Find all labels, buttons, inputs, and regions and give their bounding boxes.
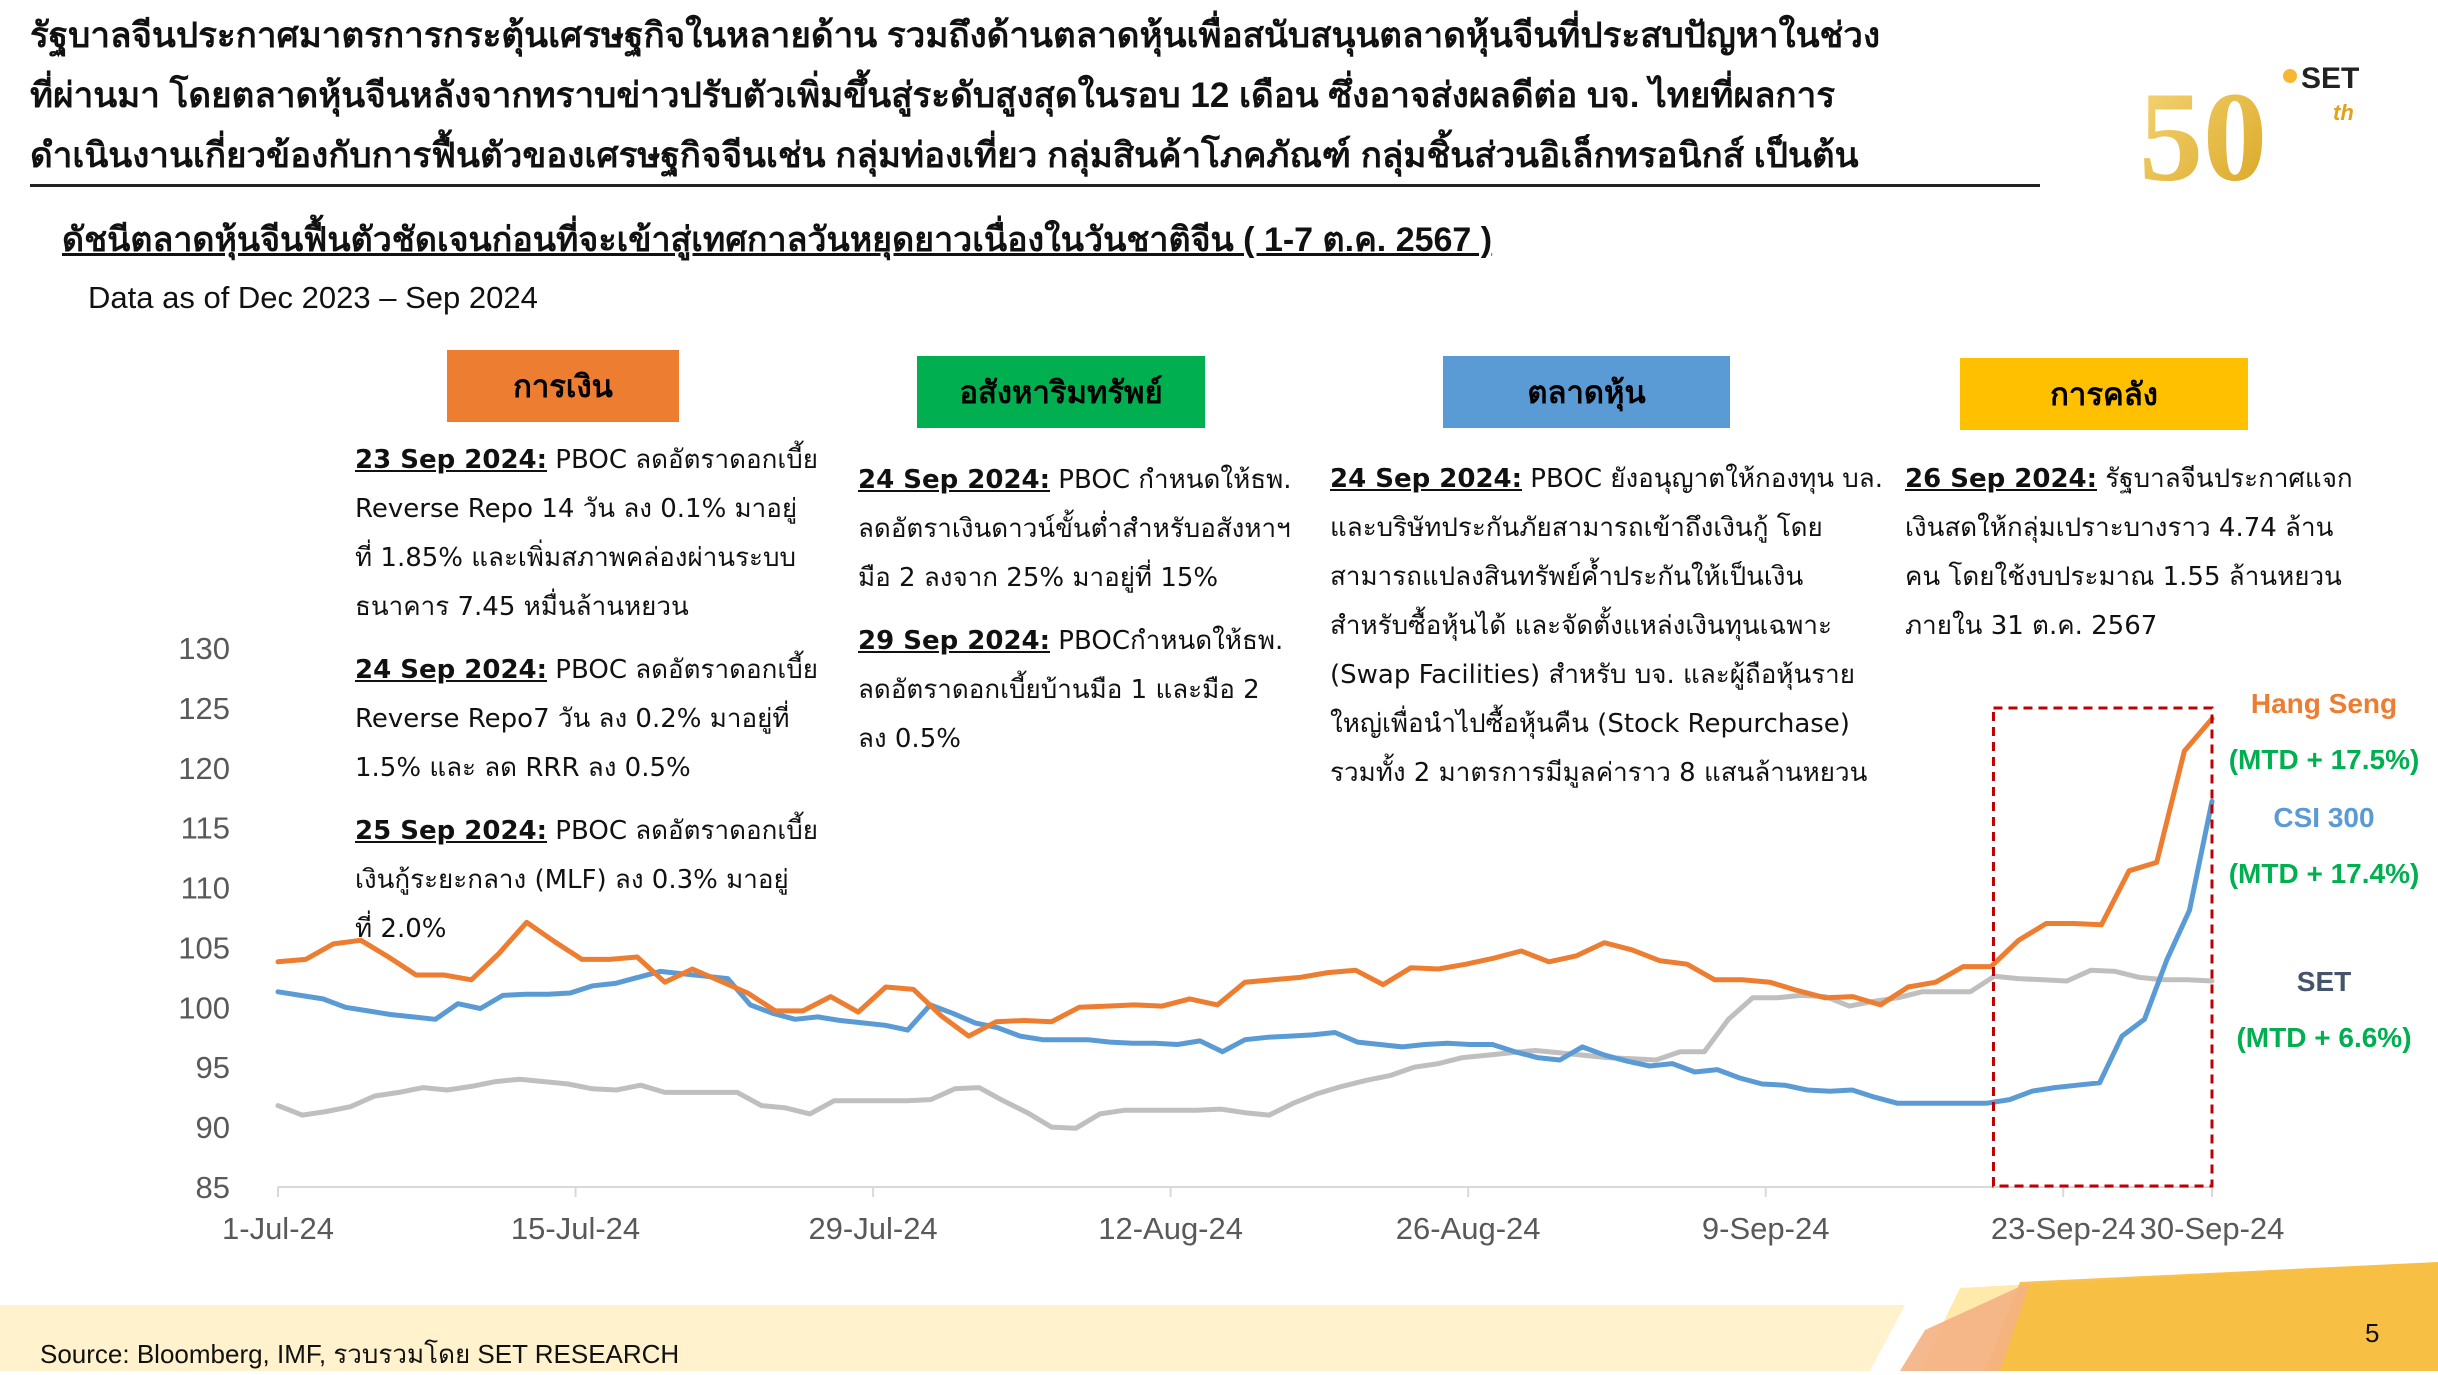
note-line: เงินสดให้กลุ่มเปราะบางราว 4.74 ล้าน [1905,513,2334,543]
tag-finance: การเงิน [447,350,679,422]
headline-divider [30,184,2040,187]
note-line: ธนาคาร 7.45 หมื่นล้านหยวน [355,592,689,622]
x-tick-label: 1-Jul-24 [222,1211,334,1246]
note-line: มือ 2 ลงจาก 25% มาอยู่ที่ 15% [858,563,1219,593]
note-line: PBOC ยังอนุญาตให้กองทุน บล. [1522,464,1883,494]
y-tick-label: 125 [178,691,230,726]
tag-fiscal-label: การคลัง [2050,377,2158,412]
note-line: และบริษัทประกันภัยสามารถเข้าถึงเงินกู้ โ… [1330,513,1823,543]
note-line: PBOC ลดอัตราดอกเบี้ย [547,655,818,685]
label-set-mtd: (MTD + 6.6%) [2236,1022,2412,1053]
note-line: ที่ 1.85% และเพิ่มสภาพคล่องผ่านระบบ [355,543,797,573]
note-line: PBOC กำหนดให้ธพ. [1050,465,1292,495]
label-hang-seng: Hang Seng [2250,688,2398,719]
y-tick-label: 85 [196,1170,230,1205]
label-set: SET [2296,966,2352,997]
series-line-csi-300 [275,798,2215,1106]
note-line: ภายใน 31 ต.ค. 2567 [1905,611,2158,641]
note-line: (Swap Facilities) สำหรับ บจ. และผู้ถือหุ… [1330,660,1856,690]
note-line: ที่ 2.0% [355,914,447,944]
y-tick-label: 105 [178,930,230,965]
note-item: 26 Sep 2024: รัฐบาลจีนประกาศแจก [1905,455,2365,504]
note-date: 24 Sep 2024: [1330,464,1523,494]
label-csi-300-mtd: (MTD + 17.4%) [2228,858,2420,889]
note-date: 25 Sep 2024: [355,816,548,846]
x-tick-label: 26-Aug-24 [1396,1211,1541,1246]
y-tick-label: 95 [196,1050,230,1085]
logo-brand: SET [2301,62,2359,95]
property-notes: 24 Sep 2024: PBOC กำหนดให้ธพ. ลดอัตราเงิ… [858,456,1308,764]
note-line: ลดอัตราดอกเบี้ยบ้านมือ 1 และมือ 2 [858,675,1260,705]
x-tick-label: 15-Jul-24 [511,1211,640,1246]
page-number: 5 [2365,1318,2380,1348]
x-tick-label: 9-Sep-24 [1702,1211,1830,1246]
note-line: เงินกู้ระยะกลาง (MLF) ลง 0.3% มาอยู่ [355,865,789,895]
note-line: รวมทั้ง 2 มาตรการมีมูลค่าราว 8 แสนล้านหย… [1330,758,1868,788]
headline: รัฐบาลจีนประกาศมาตรการกระตุ้นเศรษฐกิจในห… [30,6,2080,186]
note-item: 25 Sep 2024: PBOC ลดอัตราดอกเบี้ย [355,807,825,856]
headline-line-2: ที่ผ่านมา โดยตลาดหุ้นจีนหลังจากทราบข่าวป… [30,76,1836,115]
stock-market-notes: 24 Sep 2024: PBOC ยังอนุญาตให้กองทุน บล.… [1330,455,1890,798]
logo-number: 50 [2139,66,2267,188]
y-tick-label: 110 [181,871,230,906]
note-line: 1.5% และ ลด RRR ลง 0.5% [355,753,691,783]
data-as-of: Data as of Dec 2023 – Sep 2024 [88,280,538,315]
note-line: ลดอัตราเงินดาวน์ขั้นต่ำสำหรับอสังหาฯ [858,514,1291,544]
tag-fiscal: การคลัง [1960,358,2248,430]
x-tick-label: 29-Jul-24 [808,1211,937,1246]
note-line: คน โดยใช้งบประมาณ 1.55 ล้านหยวน [1905,562,2342,592]
set-50th-logo: 50 SET th [2139,62,2359,188]
x-tick-label: 23-Sep-24 [1991,1211,2136,1246]
y-tick-label: 120 [178,751,230,786]
y-tick-label: 115 [181,811,230,846]
note-item: 24 Sep 2024: PBOC ลดอัตราดอกเบี้ย [355,646,825,695]
note-line: PBOCกำหนดให้ธพ. [1050,626,1284,656]
note-line: รัฐบาลจีนประกาศแจก [2097,464,2353,494]
tag-stock-market-label: ตลาดหุ้น [1527,375,1646,410]
note-line: Reverse Repo 14 วัน ลง 0.1% มาอยู่ [355,494,798,524]
source-note: Source: Bloomberg, IMF, รวบรวมโดย SET RE… [40,1339,680,1369]
y-tick-label: 100 [178,990,230,1025]
note-line: ใหญ่เพื่อนำไปซื้อหุ้นคืน (Stock Repurcha… [1330,709,1850,739]
note-line: สำหรับซื้อหุ้นได้ และจัดตั้งแหล่งเงินทุน… [1330,611,1832,641]
x-tick-label: 30-Sep-24 [2140,1211,2285,1246]
note-date: 23 Sep 2024: [355,445,548,475]
chart-subtitle: ดัชนีตลาดหุ้นจีนฟื้นตัวชัดเจนก่อนที่จะเข… [62,221,1493,259]
note-item: 29 Sep 2024: PBOCกำหนดให้ธพ. [858,617,1308,666]
headline-line-1: รัฐบาลจีนประกาศมาตรการกระตุ้นเศรษฐกิจในห… [30,16,1881,55]
tag-stock-market: ตลาดหุ้น [1443,356,1730,428]
label-csi-300: CSI 300 [2273,802,2375,833]
fiscal-notes: 26 Sep 2024: รัฐบาลจีนประกาศแจก เงินสดให… [1905,455,2365,651]
tag-property-label: อสังหาริมทรัพย์ [959,375,1163,410]
note-line: PBOC ลดอัตราดอกเบี้ย [547,445,818,475]
note-line: ลง 0.5% [858,724,961,754]
label-hang-seng-mtd: (MTD + 17.5%) [2228,744,2420,775]
note-date: 29 Sep 2024: [858,626,1051,656]
y-tick-label: 130 [178,631,230,666]
note-line: PBOC ลดอัตราดอกเบี้ย [547,816,818,846]
note-line: Reverse Repo7 วัน ลง 0.2% มาอยู่ที่ [355,704,790,734]
tag-finance-label: การเงิน [513,369,613,404]
note-line: สามารถแปลงสินทรัพย์ค้ำประกันให้เป็นเงิน [1330,562,1804,592]
note-date: 24 Sep 2024: [858,465,1051,495]
x-tick-label: 12-Aug-24 [1098,1211,1243,1246]
note-date: 26 Sep 2024: [1905,464,2098,494]
note-item: 24 Sep 2024: PBOC ยังอนุญาตให้กองทุน บล. [1330,455,1890,504]
logo-dot-icon [2283,69,2297,83]
series-line-hang-seng [275,716,2215,1039]
logo-suffix: th [2333,100,2354,125]
note-item: 24 Sep 2024: PBOC กำหนดให้ธพ. [858,456,1308,505]
highlight-box [1991,706,2214,1188]
note-date: 24 Sep 2024: [355,655,548,685]
note-item: 23 Sep 2024: PBOC ลดอัตราดอกเบี้ย [355,436,825,485]
finance-notes: 23 Sep 2024: PBOC ลดอัตราดอกเบี้ย Revers… [355,436,825,954]
headline-line-3: ดำเนินงานเกี่ยวข้องกับการฟื้นตัวของเศรษฐ… [30,136,1859,175]
y-tick-label: 90 [196,1110,230,1145]
tag-property: อสังหาริมทรัพย์ [917,356,1205,428]
